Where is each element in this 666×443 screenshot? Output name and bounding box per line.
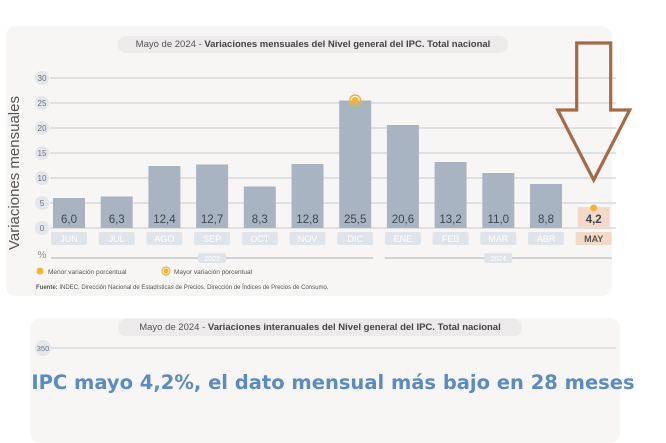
legend-max-ring: [161, 266, 171, 276]
y-unit-label: %: [38, 250, 47, 261]
tick-badge: [35, 71, 49, 85]
bar: [196, 164, 229, 228]
monthly-chart-card: [6, 26, 612, 296]
value-label: 8,3: [252, 214, 268, 226]
chart2-tick-badge: [35, 340, 51, 356]
chart-title-main: Variaciones mensuales del Nivel general …: [204, 39, 491, 50]
value-label: 11,0: [488, 214, 510, 226]
category-box: [51, 232, 87, 245]
category-box: [146, 232, 183, 245]
chart2-title-main: Variaciones interanuales del Nivel gener…: [207, 322, 501, 333]
source-text: INDEC, Dirección Nacional de Estadística…: [58, 284, 329, 291]
year-box: [484, 253, 513, 263]
y-tick-label: 15: [38, 149, 47, 158]
bar: [148, 166, 181, 228]
value-label: 20,6: [392, 214, 414, 226]
y-tick-label: 20: [38, 124, 47, 133]
bar: [577, 207, 610, 228]
monthly-chart-title: Mayo de 2024 - Variaciones mensuales del…: [118, 36, 508, 53]
category-label: ENE: [394, 234, 413, 244]
category-box: [337, 232, 374, 245]
value-label: 12,7: [201, 214, 223, 226]
category-label: JUN: [60, 234, 78, 244]
tick-badge: [35, 196, 49, 210]
max-marker: [351, 97, 359, 104]
source-note: Fuente: INDEC, Dirección Nacional de Est…: [36, 284, 329, 291]
category-box: [194, 232, 231, 245]
value-label: 13,2: [439, 214, 461, 226]
category-box: [528, 232, 564, 245]
y-tick-label: 25: [38, 99, 47, 108]
yearly-chart-title: Mayo de 2024 - Variaciones interanuales …: [118, 319, 522, 336]
category-box: [432, 232, 469, 245]
tick-badge: [35, 221, 49, 235]
yearly-chart-card: [30, 318, 620, 443]
source-prefix: Fuente:: [36, 285, 58, 291]
bar: [53, 198, 85, 228]
y-tick-label: 10: [38, 174, 47, 183]
value-label: 6,3: [109, 214, 125, 226]
category-label: MAY: [584, 234, 603, 244]
value-label: 8,8: [538, 214, 554, 226]
y-tick-label: 30: [38, 74, 47, 83]
legend-min-icon: [36, 267, 44, 275]
bar: [243, 186, 276, 228]
down-arrow-icon: [555, 41, 633, 184]
tick-badge: [35, 121, 49, 135]
bar: [291, 164, 324, 228]
bar: [530, 184, 562, 228]
bar: [386, 125, 419, 228]
chart2-y-tick-label: 350: [37, 344, 50, 353]
year-label: 2024: [491, 256, 507, 263]
category-label: DIC: [347, 234, 363, 244]
category-label: ABR: [537, 234, 556, 244]
tick-badge: [35, 171, 49, 185]
bar: [339, 100, 372, 228]
category-box: [98, 232, 135, 245]
category-label: OCT: [250, 234, 270, 244]
value-label: 12,4: [153, 214, 176, 226]
bar: [100, 196, 133, 228]
tick-badge: [35, 96, 49, 110]
category-box: [575, 232, 612, 245]
year-box: [198, 253, 227, 263]
legend-min-label: Menor variación porcentual: [48, 269, 127, 276]
legend-max-icon: [163, 268, 169, 274]
value-label: 4,2: [586, 214, 602, 226]
max-marker-ring: [348, 94, 362, 107]
year-label: 2023: [204, 256, 220, 263]
y-tick-label: 5: [40, 199, 45, 208]
value-label: 12,8: [296, 214, 318, 226]
category-label: SEP: [203, 234, 221, 244]
category-label: AGO: [154, 234, 174, 244]
value-label: 25,5: [344, 214, 366, 226]
category-label: JUL: [109, 234, 125, 244]
headline: IPC mayo 4,2%, el dato mensual más bajo …: [31, 371, 635, 394]
category-box: [241, 232, 278, 245]
y-tick-label: 0: [40, 224, 45, 233]
category-label: NOV: [298, 234, 318, 244]
min-marker: [590, 204, 598, 212]
category-box: [384, 232, 421, 245]
bar: [434, 162, 467, 228]
category-label: FEB: [442, 234, 460, 244]
tick-badge: [35, 146, 49, 160]
category-box: [480, 232, 517, 245]
legend-max-label: Mayor variación porcentual: [174, 269, 253, 276]
chart2-title-date: Mayo de 2024 -: [139, 322, 208, 333]
category-label: MAR: [488, 234, 509, 244]
chart-title-date: Mayo de 2024 -: [135, 39, 205, 50]
category-box: [289, 232, 326, 245]
value-label: 6,0: [61, 214, 77, 226]
bar: [482, 173, 515, 228]
